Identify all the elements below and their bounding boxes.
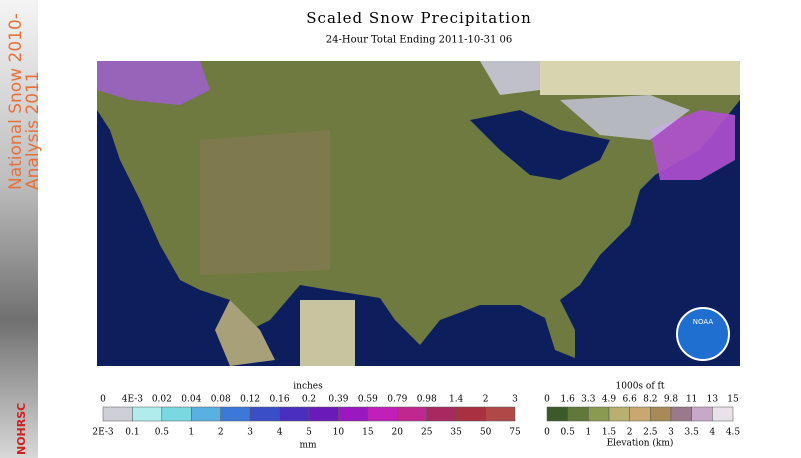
legend-label: 2: [627, 428, 633, 438]
canada: [540, 61, 740, 95]
legend-swatch: [102, 406, 133, 422]
legend-label: 4.5: [726, 428, 741, 438]
legend-label: 0.16: [270, 395, 290, 405]
title: Scaled Snow Precipitation: [306, 9, 531, 27]
legend-label: 2E-3: [92, 428, 114, 438]
subtitle: 24-Hour Total Ending 2011-10-31 06: [326, 35, 512, 46]
legend-label: 2.5: [643, 428, 658, 438]
legend-swatch: [691, 406, 713, 422]
legend-label: 4: [709, 428, 715, 438]
legend-label: 0.02: [152, 395, 172, 405]
legend-label: 11: [686, 395, 697, 405]
mexico: [215, 300, 275, 366]
legend-label: 25: [421, 428, 433, 438]
legend-swatch: [191, 406, 221, 422]
legend-label: 3: [668, 428, 674, 438]
legend-label: 0.2: [302, 395, 316, 405]
legend-label: 0: [100, 395, 106, 405]
legend-unit: 1000s of ft: [616, 382, 665, 392]
legend-label: 50: [480, 428, 492, 438]
legend-label: 3.3: [581, 395, 596, 405]
legend-swatch: [249, 406, 280, 422]
legend-label: 4: [277, 428, 283, 438]
legend-swatch: [132, 406, 163, 422]
legend-label: 20: [392, 428, 404, 438]
sidebar-text: Analysis 2011: [23, 71, 43, 190]
legend-swatch: [397, 406, 427, 422]
legend-label: 0.39: [328, 395, 348, 405]
legend-swatch: [567, 406, 589, 422]
legend-swatch: [712, 406, 734, 422]
legend-label: 0.59: [358, 395, 378, 405]
legend-label: 0.5: [561, 428, 576, 438]
legend-swatch: [485, 406, 516, 422]
legend-label: 0.08: [211, 395, 231, 405]
legend-label: 3.5: [685, 428, 700, 438]
snow: [560, 95, 690, 140]
sidebar-logo: NOHRSC: [15, 403, 28, 455]
legend-label: 0.1: [125, 428, 139, 438]
legend-unit: inches: [293, 382, 323, 392]
legend-label: 75: [509, 428, 521, 438]
legend-label: 4.9: [602, 395, 617, 405]
legend-swatch: [650, 406, 672, 422]
legend-label: 0.12: [240, 395, 260, 405]
legend-label: 0: [544, 395, 550, 405]
legend-label: 10: [333, 428, 345, 438]
legend-swatch: [367, 406, 398, 422]
snow: [650, 110, 735, 180]
legend-swatch: [161, 406, 192, 422]
legend-swatch: [588, 406, 610, 422]
legend-label: 0.98: [417, 395, 437, 405]
legend-swatch: [608, 406, 630, 422]
legend-swatch: [455, 406, 486, 422]
legend-swatch: [546, 406, 568, 422]
legend-label: 1: [585, 428, 591, 438]
legend-label: 3: [512, 395, 518, 405]
legend-label: 4E-3: [122, 395, 144, 405]
map: NOAA: [97, 61, 740, 366]
legend-unit: Elevation (km): [607, 438, 674, 449]
great-lakes: [470, 110, 610, 180]
legend-label: 2: [218, 428, 224, 438]
legend-label: 0.79: [387, 395, 407, 405]
legend-label: 6.6: [623, 395, 638, 405]
legend-swatch: [338, 406, 369, 422]
sidebar-photo: [0, 0, 38, 458]
snow: [480, 61, 540, 95]
legend-label: 5: [306, 428, 312, 438]
legend-swatch: [670, 406, 692, 422]
sidebar-text: National Snow 2010-: [6, 13, 26, 190]
mountains: [200, 130, 330, 275]
legend-label: 0.5: [155, 428, 170, 438]
legend-label: 1.4: [449, 395, 464, 405]
legend-label: 0.04: [181, 395, 201, 405]
legend-swatch: [308, 406, 339, 422]
noaa-logo: [676, 307, 730, 361]
legend-label: 35: [450, 428, 462, 438]
legend-swatch: [279, 406, 310, 422]
legend-label: 1: [188, 428, 194, 438]
legend-label: 15: [362, 428, 374, 438]
legend-label: 1.6: [561, 395, 576, 405]
mexico: [300, 300, 355, 366]
legend-label: 3: [247, 428, 253, 438]
legend-label: 2: [483, 395, 489, 405]
snow: [97, 61, 210, 105]
legend-label: 0: [544, 428, 550, 438]
noaa-text: NOAA: [693, 318, 714, 326]
legend-label: 13: [707, 395, 719, 405]
legend-swatch: [220, 406, 251, 422]
legend-swatch: [629, 406, 651, 422]
legend-label: 1.5: [602, 428, 617, 438]
legend-label: 8.2: [643, 395, 657, 405]
legend-unit: mm: [299, 441, 317, 451]
legend-label: 9.8: [664, 395, 679, 405]
legend-label: 15: [727, 395, 739, 405]
legend-swatch: [426, 406, 457, 422]
